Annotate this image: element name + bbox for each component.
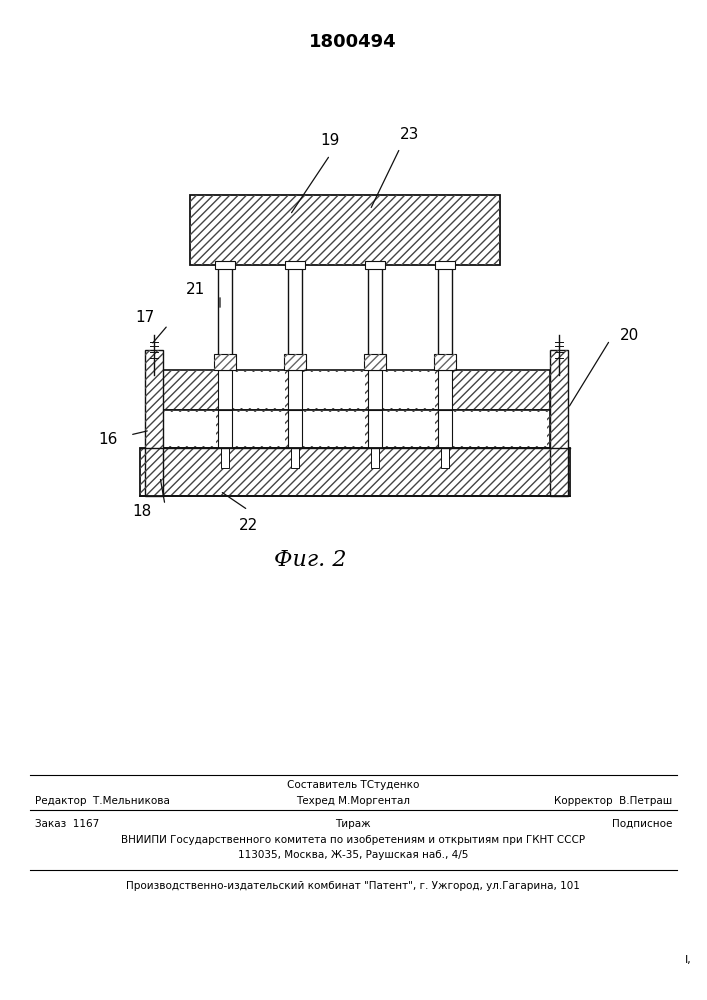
Bar xyxy=(160,410,550,448)
Text: Техред М.Моргентал: Техред М.Моргентал xyxy=(296,796,410,806)
Bar xyxy=(434,354,456,370)
Text: Производственно-издательский комбинат "Патент", г. Ужгород, ул.Гагарина, 101: Производственно-издательский комбинат "П… xyxy=(126,881,580,891)
Bar xyxy=(218,265,232,395)
Bar xyxy=(364,354,386,370)
Bar xyxy=(214,354,236,370)
Bar xyxy=(288,265,302,395)
Bar xyxy=(221,448,229,468)
Text: Составитель ТСтуденко: Составитель ТСтуденко xyxy=(287,780,419,790)
Bar xyxy=(550,350,568,496)
Bar xyxy=(214,354,236,370)
Bar xyxy=(140,448,570,496)
Bar xyxy=(190,195,500,265)
Text: Редактор  Т.Мельникова: Редактор Т.Мельникова xyxy=(35,796,170,806)
Bar xyxy=(368,265,382,395)
Text: 22: 22 xyxy=(238,518,257,533)
Bar xyxy=(291,448,299,468)
Bar xyxy=(162,412,216,446)
Text: 113035, Москва, Ж-35, Раушская наб., 4/5: 113035, Москва, Ж-35, Раушская наб., 4/5 xyxy=(238,850,468,860)
Text: Подписное: Подписное xyxy=(612,819,672,829)
Bar xyxy=(140,448,570,496)
Bar xyxy=(550,350,568,496)
Bar xyxy=(303,412,365,446)
Bar xyxy=(438,410,452,448)
Bar xyxy=(288,410,302,448)
Bar xyxy=(145,350,163,496)
Bar xyxy=(284,354,306,370)
Bar xyxy=(160,370,550,410)
Bar xyxy=(438,265,452,395)
Text: ВНИИПИ Государственного комитета по изобретениям и открытиям при ГКНТ СССР: ВНИИПИ Государственного комитета по изоб… xyxy=(121,835,585,845)
Bar xyxy=(368,410,382,448)
Bar xyxy=(284,354,306,370)
Bar xyxy=(233,372,285,408)
Bar xyxy=(383,412,435,446)
Bar xyxy=(218,370,232,410)
Bar xyxy=(435,261,455,269)
Text: I,: I, xyxy=(685,955,691,965)
Text: 21: 21 xyxy=(186,282,205,298)
Bar xyxy=(285,261,305,269)
Text: Заказ  1167: Заказ 1167 xyxy=(35,819,99,829)
Bar xyxy=(438,370,452,410)
Bar xyxy=(145,350,163,496)
Bar xyxy=(441,448,449,468)
Bar xyxy=(190,195,500,265)
Text: Корректор  В.Петраш: Корректор В.Петраш xyxy=(554,796,672,806)
Bar xyxy=(160,370,550,410)
Text: 18: 18 xyxy=(133,504,152,520)
Text: 16: 16 xyxy=(98,432,118,448)
Bar xyxy=(368,370,382,410)
Bar xyxy=(453,412,547,446)
Text: 17: 17 xyxy=(136,310,155,326)
Bar xyxy=(434,354,456,370)
Bar xyxy=(365,261,385,269)
Bar xyxy=(383,372,435,408)
Text: 19: 19 xyxy=(320,133,339,148)
Bar xyxy=(288,370,302,410)
Text: 1800494: 1800494 xyxy=(309,33,397,51)
Bar xyxy=(371,448,379,468)
Bar xyxy=(303,372,365,408)
Text: 20: 20 xyxy=(620,328,639,342)
Bar xyxy=(160,410,550,448)
Text: 23: 23 xyxy=(400,127,420,142)
Bar xyxy=(215,261,235,269)
Bar xyxy=(218,410,232,448)
Text: Фиг. 2: Фиг. 2 xyxy=(274,549,346,571)
Text: Тираж: Тираж xyxy=(335,819,370,829)
Bar xyxy=(364,354,386,370)
Bar xyxy=(233,412,285,446)
